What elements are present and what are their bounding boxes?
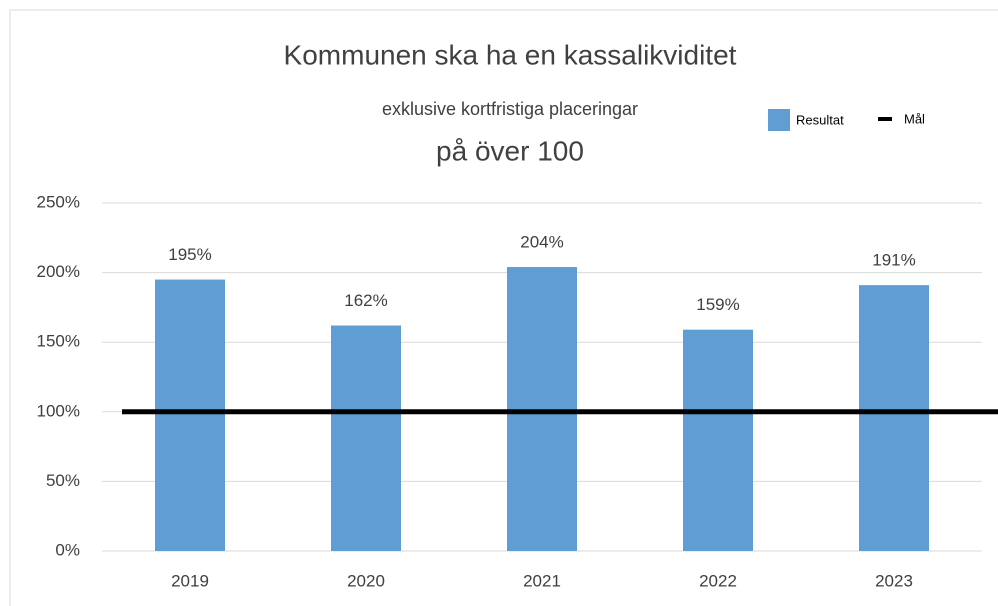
data-label: 162%	[344, 291, 387, 310]
bar	[331, 325, 401, 551]
bar	[155, 279, 225, 551]
chart-frame	[9, 9, 998, 606]
y-tick-label: 100%	[37, 401, 80, 420]
y-tick-label: 0%	[55, 540, 80, 559]
x-tick-label: 2021	[523, 571, 561, 590]
chart-title: Kommunen ska ha en kassalikviditet	[284, 39, 737, 70]
y-tick-label: 200%	[37, 262, 80, 281]
x-tick-label: 2019	[171, 571, 209, 590]
legend-swatch	[768, 109, 790, 131]
chart-subtitle: på över 100	[436, 135, 584, 166]
bar	[683, 329, 753, 551]
y-tick-label: 50%	[46, 471, 80, 490]
data-label: 159%	[696, 295, 739, 314]
chart-subtitle: exklusive kortfristiga placeringar	[382, 99, 638, 119]
x-tick-label: 2022	[699, 571, 737, 590]
x-tick-label: 2023	[875, 571, 913, 590]
bar	[859, 285, 929, 551]
data-label: 191%	[872, 251, 915, 270]
x-tick-label: 2020	[347, 571, 385, 590]
bar	[507, 267, 577, 551]
y-tick-label: 250%	[37, 192, 80, 211]
data-label: 204%	[520, 233, 563, 252]
data-label: 195%	[168, 245, 211, 264]
legend-label: Resultat	[796, 112, 844, 127]
legend-label: Mål	[904, 111, 925, 126]
y-tick-label: 150%	[37, 332, 80, 351]
